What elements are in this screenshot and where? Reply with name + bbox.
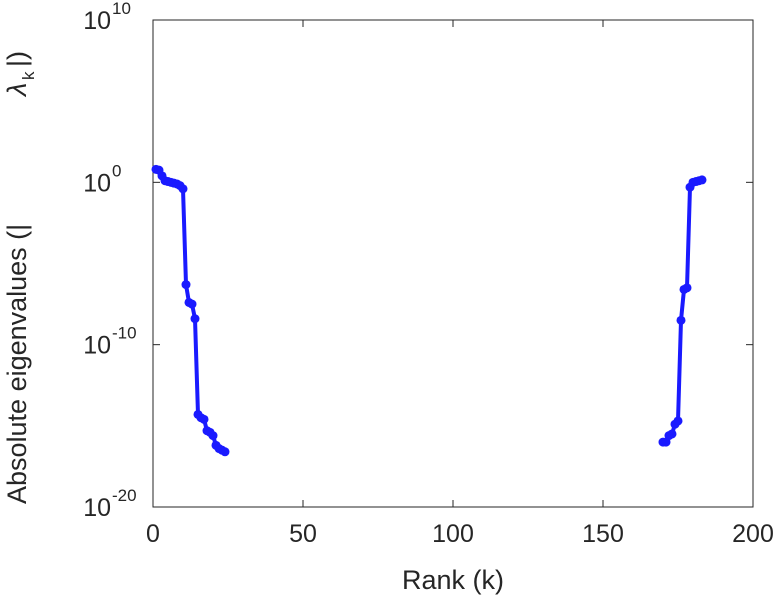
- y-tick-label-base: 10: [83, 332, 111, 360]
- svg-text:Absolute eigenvalues (|: Absolute eigenvalues (|: [2, 224, 32, 504]
- data-point: [199, 414, 209, 424]
- y-tick-label-base: 10: [83, 494, 111, 522]
- data-point: [181, 280, 191, 290]
- series-layer: [151, 164, 707, 457]
- x-axis-label: Rank (k): [402, 565, 504, 595]
- y-axis-label-text: Absolute eigenvalues (|: [2, 224, 32, 504]
- data-point: [667, 429, 677, 439]
- data-point: [190, 314, 200, 324]
- svg-text:k: k: [19, 71, 38, 80]
- plot-area: [152, 19, 754, 508]
- y-axis-label-subscript: k: [19, 71, 38, 80]
- y-tick-label-exponent: 10: [112, 0, 131, 18]
- y-axis-label-close: |): [2, 51, 32, 67]
- y-axis-label: Absolute eigenvalues (| λ k |): [2, 51, 38, 504]
- y-tick-label-base: 10: [83, 7, 111, 35]
- y-tick-label-base: 10: [83, 169, 111, 197]
- x-tick-label: 0: [146, 520, 160, 548]
- svg-text:|): |): [2, 51, 32, 67]
- data-point: [208, 431, 218, 441]
- data-point: [682, 283, 692, 293]
- svg-text:λ: λ: [2, 83, 32, 98]
- y-tick-label-exponent: -10: [112, 324, 137, 343]
- y-tick-label-exponent: -20: [112, 486, 137, 505]
- x-axis-ticks: 0 50 100 150 200: [146, 20, 774, 548]
- data-point: [178, 184, 188, 194]
- data-point: [676, 315, 686, 325]
- x-tick-label: 100: [432, 520, 474, 548]
- data-point: [697, 175, 707, 185]
- data-point: [220, 447, 230, 457]
- x-tick-label: 200: [732, 520, 774, 548]
- y-tick-label-exponent: 0: [112, 161, 121, 180]
- x-tick-label: 50: [289, 520, 317, 548]
- data-point: [187, 299, 197, 309]
- x-tick-label: 150: [582, 520, 624, 548]
- y-axis-label-symbol: λ: [2, 83, 32, 98]
- data-point: [673, 416, 683, 426]
